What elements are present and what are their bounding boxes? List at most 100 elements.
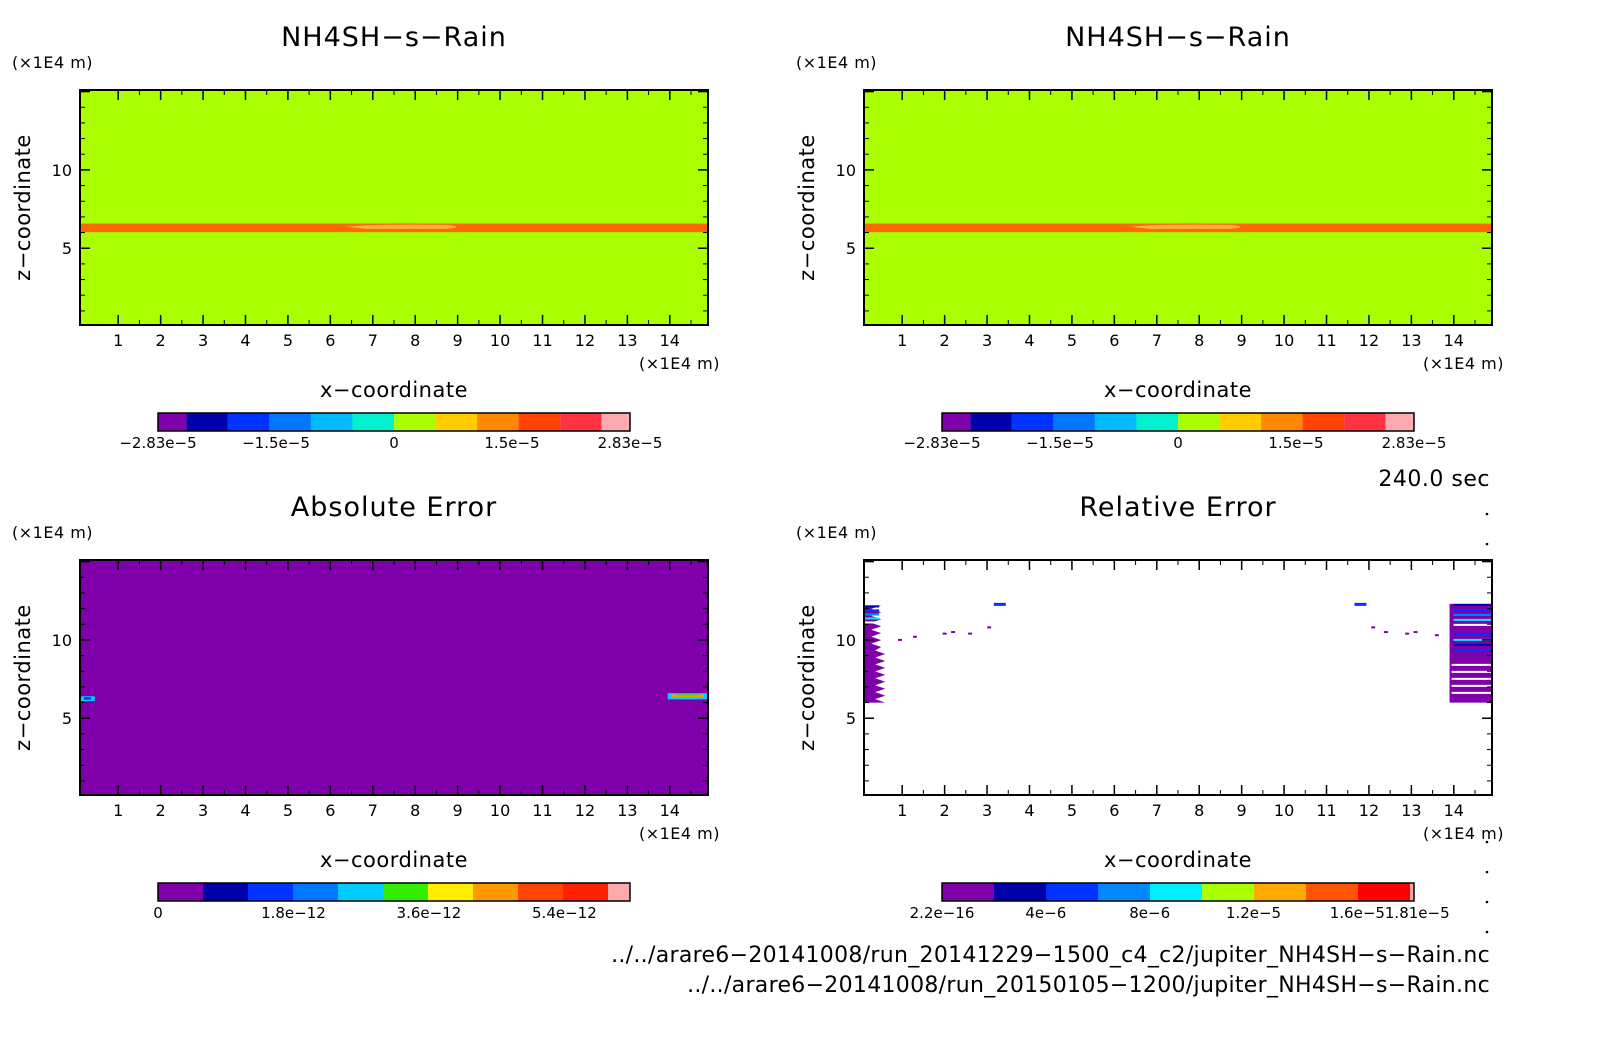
x-tick-label: 12 [1359,331,1379,350]
y-axis: 5 10 [836,90,1492,312]
x-tick-label: 14 [660,331,680,350]
colorbar-label: −1.5e−5 [1026,434,1094,452]
colorbar-label: −1.5e−5 [242,434,310,452]
y-unit-label: (×1E4 m) [12,523,93,542]
x-tick-label: 6 [1109,801,1119,820]
x-tick-label: 8 [410,331,420,350]
rel-gap [1451,684,1492,687]
error-blip-edge [677,694,698,697]
x-tick-label: 2 [156,801,166,820]
rel-speck [1405,632,1410,635]
plot-area [80,560,708,795]
y-tick-label: 10 [836,161,856,180]
colorbar-cell [227,413,270,431]
x-tick-label: 6 [1109,331,1119,350]
x-axis: 1 2 3 4 5 6 7 8 9 10 11 12 13 14 [897,560,1476,820]
y-unit-label: (×1E4 m) [12,53,93,72]
colorbar-label: 1.6e−5 [1330,904,1385,922]
x-tick-label: 8 [1194,801,1204,820]
colorbar-cell [203,883,248,901]
colorbar-cell [1344,413,1386,431]
rel-speck [942,632,947,635]
x-tick-label: 1 [897,331,907,350]
x-tick-label: 2 [940,801,950,820]
x-tick-label: 2 [940,331,950,350]
colorbar-label: 2.83e−5 [1382,434,1447,452]
colorbar-frame [941,412,1415,432]
colorbar-cell [383,883,428,901]
x-tick-label: 13 [1401,331,1421,350]
x-tick-label: 12 [575,331,595,350]
error-blip-core [84,697,91,700]
rel-speck [993,602,1006,606]
colorbar: 2.2e−16 4e−6 8e−6 1.2e−5 1.6e−5 1.81e−5 [910,882,1450,922]
colorbar: 0 1.8e−12 3.6e−12 5.4e−12 [153,882,631,922]
x-tick-label: 8 [410,801,420,820]
colorbar: −2.83e−5 −1.5e−5 0 1.5e−5 2.83e−5 [119,412,663,452]
colorbar-cell [269,413,311,431]
x-tick-label: 7 [1152,801,1162,820]
rel-gap [1451,663,1492,666]
rel-stripe [1453,648,1492,651]
colorbar-label: 8e−6 [1129,904,1170,922]
x-tick-label: 9 [453,801,463,820]
y-axis: 5 10 [52,90,708,312]
y-unit-label: (×1E4 m) [796,523,877,542]
colorbar-cell [394,413,436,431]
x-tick-label: 7 [1152,331,1162,350]
plot-area [864,90,1492,325]
colorbar-cell [942,413,971,431]
colorbar-label: 2.83e−5 [598,434,663,452]
colorbar-label: −2.83e−5 [903,434,980,452]
rel-region [1449,603,1492,703]
colorbar-cell [1178,413,1220,431]
band-core [1130,224,1241,229]
x-tick-label: 4 [240,801,250,820]
y-axis-title: z−coordinate [795,134,819,281]
x-tick-label: 12 [575,801,595,820]
x-tick-label: 3 [198,331,208,350]
colorbar-cell [563,883,608,901]
x-unit-label: (×1E4 m) [639,354,720,373]
x-tick-label: 11 [1316,331,1336,350]
colorbar-cell [1358,883,1410,901]
colorbar-cell [970,413,1012,431]
x-tick-label: 11 [1316,801,1336,820]
band-core [346,224,457,229]
x-tick-label: 9 [1237,801,1247,820]
rel-stripe [1453,613,1492,616]
plot-area [864,560,1492,795]
x-tick-label: 1 [897,801,907,820]
rel-stripe [1453,638,1492,641]
y-unit-label: (×1E4 m) [796,53,877,72]
x-tick-label: 8 [1194,331,1204,350]
colorbar-cell [310,413,353,431]
colorbar-cell [1302,413,1345,431]
colorbar-frame [157,882,631,902]
x-unit-label: (×1E4 m) [1423,354,1504,373]
x-tick-label: 2 [156,331,166,350]
rel-stripe [864,613,880,616]
colorbar-cell [1098,883,1150,901]
y-tick-label: 5 [846,239,856,258]
rel-stripe [864,621,880,624]
panel-title: NH4SH−s−Rain [281,22,507,53]
colorbar-label: 3.6e−12 [397,904,462,922]
plot-area [80,90,708,325]
rel-stripe [864,605,880,608]
x-tick-label: 9 [453,331,463,350]
rel-stripe [1453,643,1492,646]
y-tick-label: 5 [62,709,72,728]
colorbar-cell [435,413,478,431]
dot-marker [1485,930,1489,934]
x-tick-label: 5 [283,331,293,350]
y-tick-label: 10 [52,161,72,180]
colorbar-cell [473,883,518,901]
colorbar-cell [1219,413,1262,431]
rel-stripe [1453,628,1492,631]
y-axis-title: z−coordinate [795,604,819,751]
time-label: 240.0 sec [1378,467,1490,492]
colorbar-cell [1150,883,1202,901]
colorbar-cell [1136,413,1178,431]
